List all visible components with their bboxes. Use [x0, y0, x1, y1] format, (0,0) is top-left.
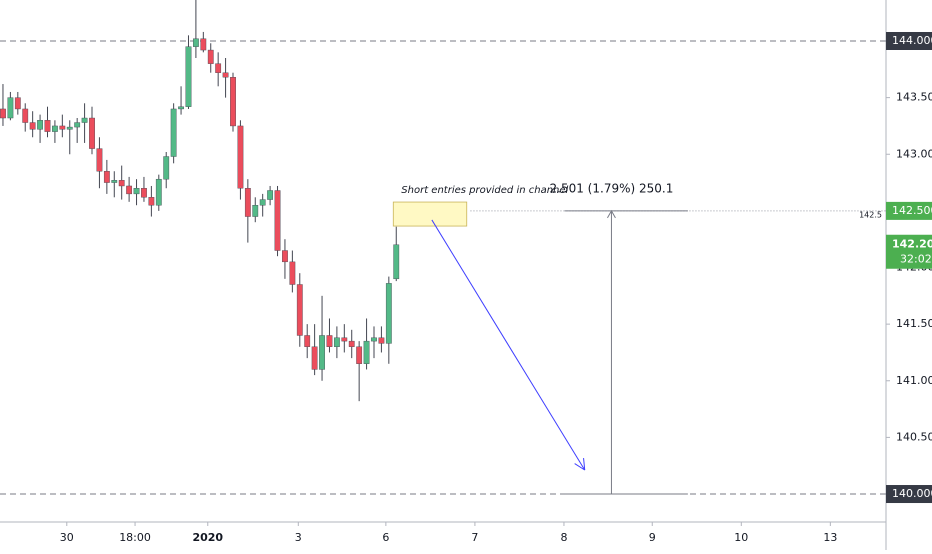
y-tick-label: 141.000	[896, 374, 932, 387]
arrow-head	[583, 458, 586, 471]
candle-body	[185, 46, 192, 107]
candle-body	[200, 38, 207, 51]
candle-body	[74, 122, 81, 128]
candle-body	[0, 108, 6, 119]
candle-body	[341, 337, 348, 342]
last-price-box	[886, 234, 932, 269]
level-label: 140.000	[892, 487, 932, 500]
arrow-head	[574, 463, 586, 471]
candle-body	[230, 77, 236, 127]
candle-body	[282, 250, 288, 263]
candle-body	[319, 335, 325, 370]
candle-body	[14, 97, 21, 110]
candle-body	[81, 117, 88, 123]
x-tick-label: 13	[823, 531, 837, 544]
candle-body	[141, 188, 147, 198]
candle-body	[89, 117, 95, 149]
candle-body	[289, 261, 296, 285]
candle-body	[378, 337, 385, 344]
x-tick-label: 18:00	[119, 531, 151, 544]
candle-body	[111, 180, 118, 183]
x-tick-label: 7	[471, 531, 478, 544]
candle-body	[170, 108, 177, 157]
candle-body	[52, 125, 58, 132]
candle-body	[7, 97, 14, 119]
level-label-box	[886, 31, 932, 50]
candle-body	[103, 171, 110, 183]
candle-body	[207, 49, 214, 64]
x-tick-label: 8	[560, 531, 567, 544]
candle-body	[267, 190, 274, 200]
candle-body	[148, 197, 155, 206]
y-tick-label: 141.500	[896, 317, 932, 330]
candle-body	[333, 337, 340, 347]
candle-body	[296, 284, 303, 336]
candle-body	[311, 346, 318, 370]
measure-label: 2.501 (1.79%) 250.1	[550, 181, 674, 195]
level-label-box	[886, 485, 932, 504]
measure-arrowhead	[607, 209, 616, 219]
candle-body	[96, 148, 103, 172]
candle-body	[22, 108, 29, 123]
note-text: Short entries provided in channel	[401, 185, 568, 196]
candle-body	[215, 63, 222, 73]
candle-body	[222, 72, 229, 78]
candle-body	[155, 178, 162, 206]
countdown-label: 32:02	[900, 253, 932, 266]
candle-body	[371, 337, 377, 342]
candle-body	[259, 199, 266, 206]
note-box	[392, 201, 468, 227]
candle-body	[385, 283, 392, 344]
target-label-box	[886, 201, 932, 220]
x-tick-label: 10	[734, 531, 748, 544]
x-tick-label: 6	[382, 531, 389, 544]
candle-body	[44, 120, 51, 132]
candle-body	[118, 180, 125, 187]
candle-body	[133, 188, 140, 195]
candle-body	[348, 340, 355, 347]
candle-body	[363, 340, 370, 364]
x-tick-label: 30	[60, 531, 74, 544]
candle-body	[252, 205, 259, 217]
y-tick-label: 143.500	[896, 91, 932, 104]
candle-body	[274, 190, 281, 251]
candle-body	[66, 126, 73, 130]
candle-body	[29, 122, 36, 130]
candle-body	[393, 244, 400, 280]
target-label: 142.500	[892, 204, 932, 217]
candle-body	[126, 185, 133, 195]
y-tick-label: 143.000	[896, 147, 932, 160]
target-side-label: 142.5	[859, 210, 882, 219]
candle-body	[37, 120, 43, 130]
arrow-line	[431, 219, 586, 471]
x-tick-label: 9	[649, 531, 656, 544]
candle-body	[244, 188, 251, 217]
x-tick-label: 2020	[192, 531, 223, 544]
last-price-label: 142.201	[892, 238, 932, 251]
level-label: 144.000	[892, 34, 932, 47]
y-tick-label: 140.500	[896, 430, 932, 443]
candle-body	[59, 125, 66, 130]
candle-body	[163, 156, 170, 180]
x-tick-label: 3	[295, 531, 302, 544]
candle-body	[178, 106, 184, 110]
candle-body	[356, 346, 363, 364]
candle-body	[237, 125, 244, 189]
candle-body	[326, 335, 333, 347]
candle-body	[304, 335, 311, 347]
candle-body	[192, 38, 199, 47]
